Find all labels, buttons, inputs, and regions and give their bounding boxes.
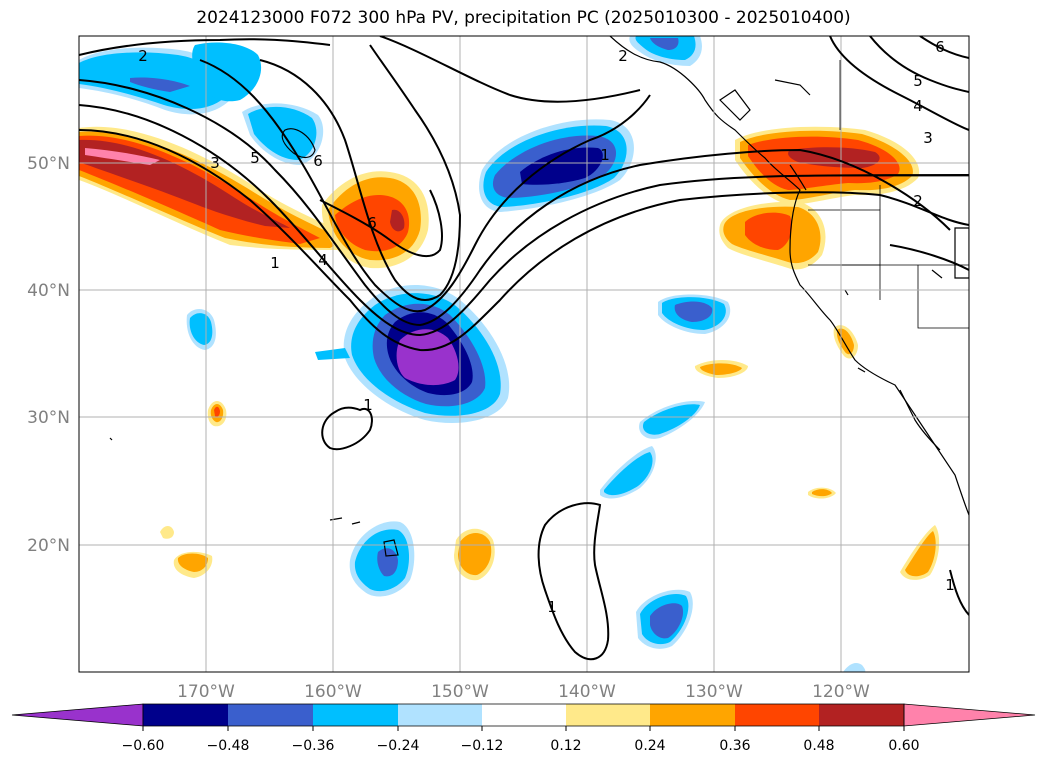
contour-label: 4 [318,251,328,269]
colorbar-extend-left [11,703,144,727]
colorbar-swatch [650,704,735,726]
colorbar-tick: 0.36 [719,738,750,754]
colorbar-extend-right [903,703,1036,727]
colorbar-tick: 0.48 [803,738,834,754]
contour-label: 2 [618,47,628,65]
lon-label-150w: 150°W [431,682,489,702]
colorbar-tick: −0.12 [461,738,504,754]
colorbar-tick: −0.60 [122,738,165,754]
colorbar-tick: −0.48 [207,738,250,754]
contour-label: 1 [945,576,955,594]
colorbar-swatch [819,704,904,726]
colorbar-tick: 0.24 [634,738,665,754]
colorbar-swatch [313,704,398,726]
lat-label-20n: 20°N [27,536,70,556]
colorbar-swatch [482,704,566,726]
contour-label: 1 [547,598,557,616]
contour-label: 2 [138,47,148,65]
map-title: 2024123000 F072 300 hPa PV, precipitatio… [196,8,851,28]
lon-label-140w: 140°W [558,682,616,702]
lon-label-120w: 120°W [812,682,870,702]
contour-label: 4 [913,97,923,115]
colorbar-swatch [228,704,313,726]
contour-label: 2 [913,192,923,210]
colorbar-tick: 0.60 [888,738,919,754]
contour-label: 6 [313,152,323,170]
contour-label: 3 [923,129,933,147]
lat-label-30n: 30°N [27,408,70,428]
colorbar-swatch [398,704,482,726]
contour-label: 5 [250,149,260,167]
contour-labels: 2 2 3 5 6 6 1 4 6 5 4 3 2 1 1 1 1 [138,38,955,616]
contour-label: 6 [367,214,377,232]
contour-label: 1 [363,396,373,414]
contour-label: 3 [210,154,220,172]
lat-label-50n: 50°N [27,154,70,174]
colorbar-tick: 0.12 [550,738,581,754]
contour-label: 5 [913,72,923,90]
contour-label: 1 [270,254,280,272]
contour-label: 6 [935,38,945,56]
lat-label-40n: 40°N [27,281,70,301]
contour-label: 1 [600,146,610,164]
latitude-labels: 50°N 40°N 30°N 20°N [27,154,70,556]
lon-label-160w: 160°W [304,682,362,702]
map-frame [78,35,970,673]
colorbar-tick: −0.36 [292,738,335,754]
pv-contours [79,36,969,661]
colorbar-swatch [143,704,228,726]
colorbar-tick: −0.24 [377,738,420,754]
colorbar-swatch [735,704,819,726]
lon-label-170w: 170°W [177,682,235,702]
longitude-labels: 170°W 160°W 150°W 140°W 130°W 120°W [177,682,870,702]
lon-label-130w: 130°W [685,682,743,702]
colorbar: −0.60 −0.48 −0.36 −0.24 −0.12 0.12 0.24 … [11,703,1036,754]
colorbar-swatch [566,704,650,726]
